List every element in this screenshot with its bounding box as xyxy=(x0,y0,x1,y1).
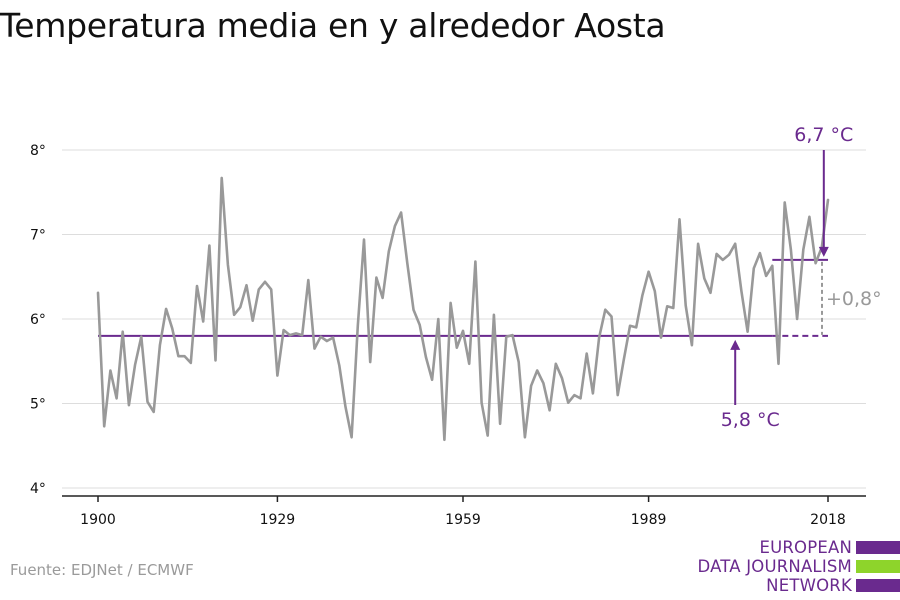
x-axis: 1900 1929 1959 1989 2018 xyxy=(62,495,866,528)
y-axis: 4° 5° 6° 7° 8° xyxy=(30,143,866,497)
x-tick-label: 1929 xyxy=(260,512,296,528)
plot-area xyxy=(96,176,830,442)
recent-arrowhead xyxy=(818,246,829,257)
logo-line-3: NETWORK xyxy=(766,576,852,595)
x-tick-label: 1900 xyxy=(80,512,116,528)
logo-bar-2 xyxy=(856,560,900,573)
series-line xyxy=(96,176,830,442)
baseline-arrowhead xyxy=(730,339,741,350)
logo-line-1: EUROPEAN xyxy=(759,538,852,557)
edjnet-logo: EUROPEAN DATA JOURNALISM NETWORK xyxy=(697,538,900,596)
y-tick-label: 4° xyxy=(30,481,46,497)
logo-bar-1 xyxy=(856,541,900,554)
annotations: +0,8° 5,8 °C 6,7 °C xyxy=(721,124,882,431)
temperature-line-chart: 4° 5° 6° 7° 8° 1900 1929 1959 1989 2018 +0,8° 5,8… xyxy=(30,124,882,528)
difference-label: +0,8° xyxy=(826,288,882,310)
logo-bar-3 xyxy=(856,579,900,592)
x-tick-label: 1989 xyxy=(631,512,667,528)
x-tick-label: 2018 xyxy=(810,512,846,528)
page-title: Temperatura media en y alrededor Aosta xyxy=(0,6,666,45)
x-tick-label: 1959 xyxy=(445,512,481,528)
source-note: Fuente: EDJNet / ECMWF xyxy=(10,561,194,579)
y-tick-label: 7° xyxy=(30,228,46,244)
y-tick-label: 6° xyxy=(30,312,46,328)
y-tick-label: 5° xyxy=(30,397,46,413)
y-tick-label: 8° xyxy=(30,143,46,159)
recent-label: 6,7 °C xyxy=(794,124,853,146)
logo-line-2: DATA JOURNALISM xyxy=(697,557,852,576)
baseline-label: 5,8 °C xyxy=(721,409,780,431)
